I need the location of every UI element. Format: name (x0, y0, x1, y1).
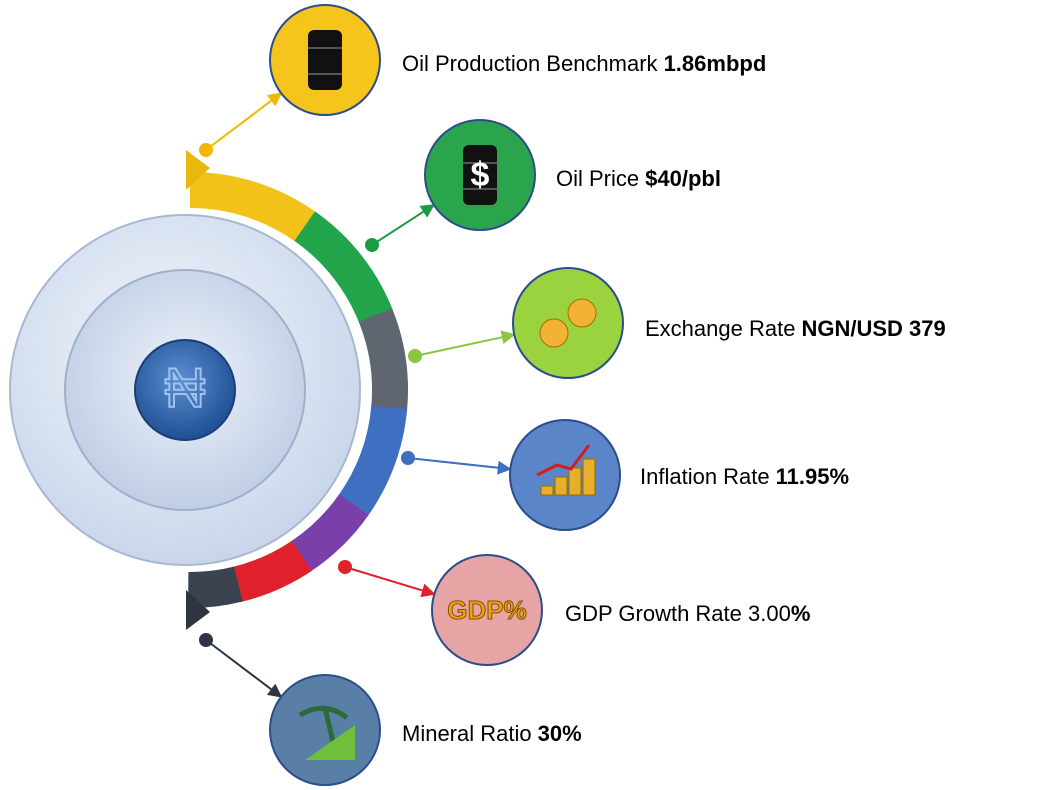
icon-text: GDP% (447, 595, 526, 625)
coin-stack (569, 468, 581, 495)
icon (270, 675, 380, 785)
connector-dot (365, 238, 379, 252)
item-label: Mineral Ratio (402, 721, 532, 746)
connector (408, 458, 510, 469)
coin (540, 319, 568, 347)
barrel (308, 30, 342, 90)
connector-dot (401, 451, 415, 465)
item-value: 30% (538, 721, 582, 746)
icon (513, 268, 623, 378)
connector-dot (338, 560, 352, 574)
coin (568, 299, 596, 327)
arc-segment (237, 556, 302, 585)
connector-dot (199, 633, 213, 647)
item-text: Oil Price$40/pbl (556, 166, 721, 191)
icon (510, 420, 620, 530)
connector-dot (408, 349, 422, 363)
connector-dot (199, 143, 213, 157)
connector (372, 205, 434, 245)
infographic: ₦ Oil Production Benchmark1.86mbpd $ Oil P… (0, 0, 1052, 790)
naira-symbol: ₦ (165, 356, 205, 419)
item-label: Inflation Rate (640, 464, 770, 489)
item-value: % (791, 601, 811, 626)
item-text: GDP Growth Rate 3.00% (565, 601, 810, 626)
icon-text: $ (471, 156, 490, 194)
item-value: 11.95% (776, 464, 849, 489)
item-value: 1.86mbpd (664, 51, 767, 76)
item-value: NGN/USD 379 (801, 316, 945, 341)
connector (206, 640, 281, 697)
connector (206, 93, 281, 150)
item-label: Oil Production Benchmark (402, 51, 659, 76)
arc-segment (353, 407, 389, 506)
item-label: Oil Price (556, 166, 639, 191)
item-value: $40/pbl (645, 166, 721, 191)
connector (345, 567, 434, 594)
item-label: GDP Growth Rate 3.00 (565, 601, 791, 626)
coin-stack (583, 459, 595, 495)
arc-segment (375, 315, 390, 409)
item-label: Exchange Rate (645, 316, 795, 341)
connector (415, 335, 514, 356)
coin-stack (541, 486, 553, 495)
arc-segment (188, 584, 238, 590)
coin-stack (555, 477, 567, 495)
